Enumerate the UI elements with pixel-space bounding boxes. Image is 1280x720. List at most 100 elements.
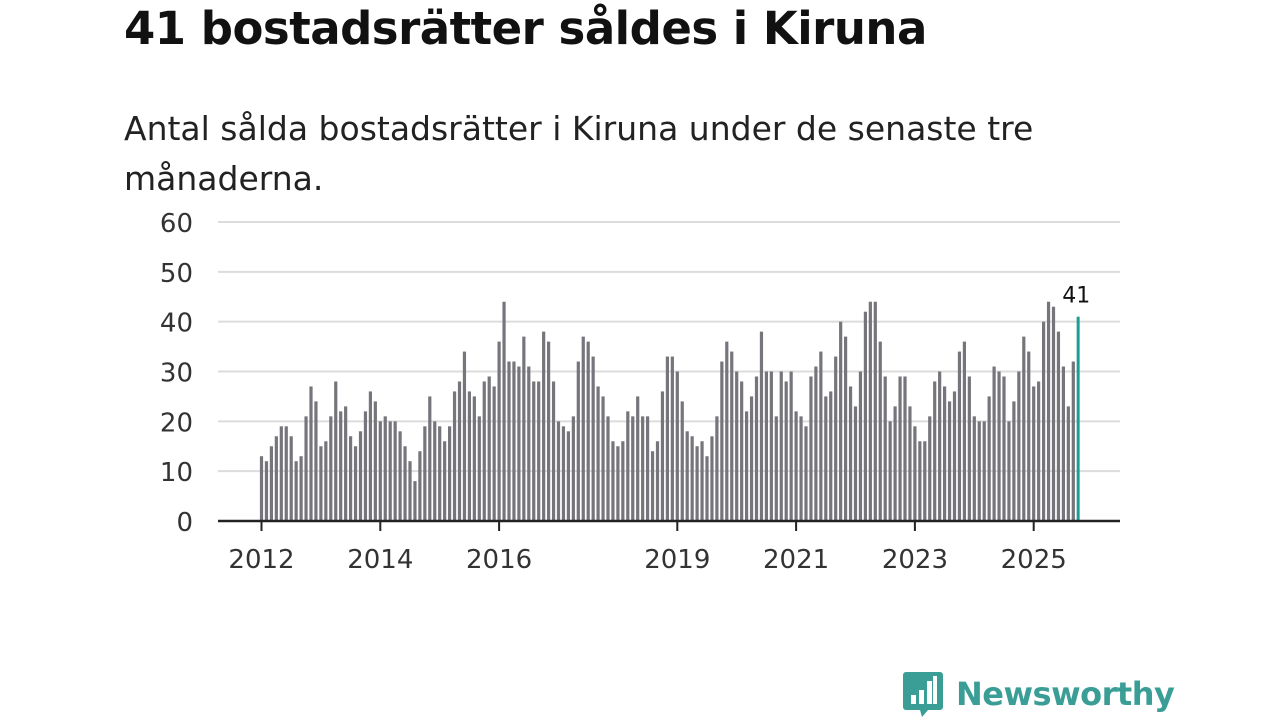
bar: [289, 436, 293, 521]
bar: [759, 331, 764, 521]
bar: [655, 441, 660, 521]
bar: [304, 416, 308, 521]
bar: [611, 441, 615, 521]
bar: [839, 321, 843, 521]
x-tick-label: 2025: [1001, 545, 1067, 575]
bar: [675, 371, 679, 521]
bar: [804, 426, 808, 521]
y-axis-tick-labels: 0 10 20 30 40 50 60: [160, 209, 193, 538]
newsworthy-logo-icon: [903, 672, 943, 717]
bar: [700, 441, 704, 521]
bar: [952, 391, 957, 521]
bar: [626, 411, 630, 521]
bar: [631, 416, 635, 521]
bar: [858, 371, 863, 521]
bar: [353, 446, 358, 521]
bar: [908, 406, 912, 521]
y-tick-label: 40: [160, 309, 193, 339]
highlight-bar: [1076, 316, 1080, 521]
bar: [997, 371, 1001, 521]
bar: [378, 421, 382, 521]
data-labels: 41: [1062, 284, 1090, 309]
bar: [1071, 361, 1075, 521]
bar: [358, 431, 363, 521]
bar: [705, 456, 709, 521]
bar: [373, 401, 377, 521]
x-tick-label: 2012: [228, 545, 294, 575]
bar: [279, 426, 283, 521]
bar: [413, 481, 417, 521]
bar: [670, 356, 674, 521]
bar: [893, 406, 897, 521]
bar: [487, 376, 491, 521]
bar: [844, 336, 848, 521]
bar: [299, 456, 303, 521]
bar: [443, 441, 447, 521]
bar: [433, 421, 437, 521]
bar: [814, 366, 818, 521]
y-tick-label: 0: [176, 508, 193, 538]
bar: [428, 396, 432, 521]
bar: [363, 411, 368, 521]
bar: [462, 351, 467, 521]
bar: [512, 361, 516, 521]
bar: [834, 356, 838, 521]
bar: [745, 411, 749, 521]
bar: [799, 416, 803, 521]
bar: [848, 386, 853, 521]
bar: [863, 311, 867, 521]
bar: [423, 426, 427, 521]
bar: [943, 386, 947, 521]
x-tick-label: 2021: [763, 545, 829, 575]
bar: [438, 426, 442, 521]
bar: [274, 436, 278, 521]
bar: [957, 351, 962, 521]
bar: [537, 381, 541, 521]
data-label: 41: [1062, 284, 1090, 309]
bar: [918, 441, 922, 521]
bar: [1012, 401, 1016, 521]
bar: [566, 431, 570, 521]
bar: [749, 396, 754, 521]
bar: [913, 426, 917, 521]
bar: [492, 386, 496, 521]
bar: [522, 336, 526, 521]
bar: [408, 461, 412, 521]
bar: [933, 381, 937, 521]
bar: [740, 381, 744, 521]
bar: [457, 381, 462, 521]
bar: [695, 446, 699, 521]
bar: [868, 301, 872, 521]
bar: [715, 416, 719, 521]
bar: [388, 421, 392, 521]
bar: [967, 376, 971, 521]
bar: [789, 371, 793, 521]
bar: [1022, 336, 1026, 521]
bar: [992, 366, 996, 521]
bar: [259, 456, 264, 521]
bar: [779, 371, 783, 521]
bar: [596, 386, 600, 521]
bar: [542, 331, 546, 521]
x-tick-label: 2019: [644, 545, 710, 575]
bar: [1042, 321, 1046, 521]
bar: [809, 376, 813, 521]
x-tick-label: 2023: [882, 545, 948, 575]
bar: [398, 431, 402, 521]
bar: [1051, 306, 1056, 521]
bar: [527, 366, 531, 521]
bar: [344, 406, 348, 521]
x-tick-label: 2016: [466, 545, 532, 575]
bar: [1066, 406, 1070, 521]
bar: [982, 421, 986, 521]
bar: [735, 371, 739, 521]
bar: [972, 416, 976, 521]
bar: [685, 431, 689, 521]
bar: [898, 376, 902, 521]
bar: [551, 381, 556, 521]
x-axis: 2012 2014 2016 2019 2021 2023 2025: [218, 519, 1120, 575]
bar: [725, 341, 729, 521]
bar: [581, 336, 585, 521]
bar: [334, 381, 338, 521]
